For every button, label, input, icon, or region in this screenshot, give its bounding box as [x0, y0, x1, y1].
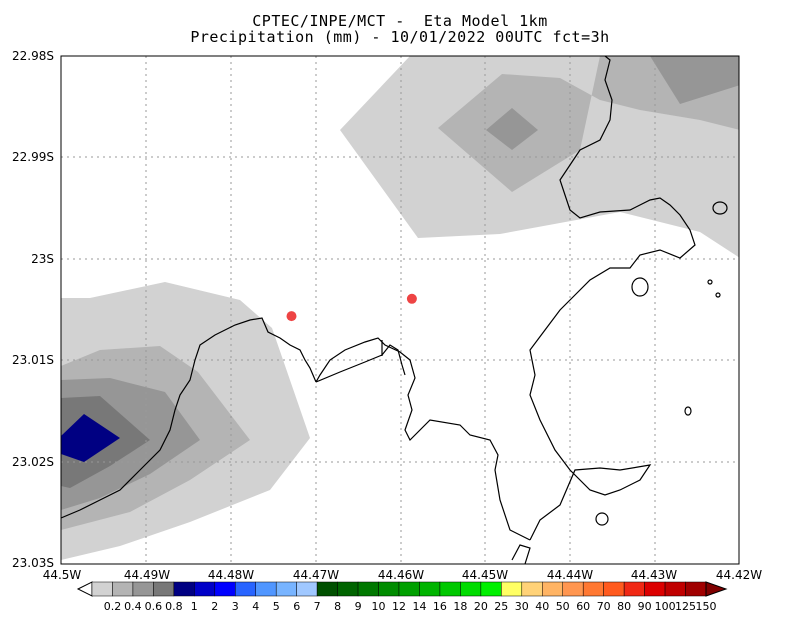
- colorbar-box: [214, 581, 236, 597]
- colorbar-box: [582, 581, 604, 597]
- colorbar-box: [173, 581, 195, 597]
- colorbar-label: 18: [453, 600, 468, 613]
- colorbar-box: [562, 581, 584, 597]
- colorbar-box: [439, 581, 461, 597]
- colorbar-label: 3: [231, 600, 239, 613]
- colorbar-box: [480, 581, 502, 597]
- y-tick-label: 23S: [31, 252, 54, 266]
- colorbar-label: 14: [412, 600, 427, 613]
- colorbar-box: [132, 581, 154, 597]
- colorbar-box: [419, 581, 441, 597]
- station-marker-1[interactable]: [286, 311, 297, 322]
- colorbar-box: [603, 581, 625, 597]
- x-tick-label: 44.43W: [630, 568, 678, 582]
- colorbar-label: 6: [293, 600, 301, 613]
- colorbar-label: 90: [637, 600, 652, 613]
- x-tick-label: 44.45W: [461, 568, 509, 582]
- colorbar-arrow-right: [705, 581, 728, 597]
- colorbar-box: [91, 581, 113, 597]
- colorbar-label: 1: [190, 600, 198, 613]
- colorbar-box: [644, 581, 666, 597]
- colorbar-box: [194, 581, 216, 597]
- y-tick-label: 22.99S: [12, 150, 54, 164]
- colorbar-box: [542, 581, 563, 597]
- precip-contour-1-lower: [61, 414, 120, 462]
- colorbar-label: 12: [392, 600, 406, 613]
- colorbar-box: [337, 581, 359, 597]
- colorbar-box: [255, 581, 277, 597]
- x-tick-label: 44.42W: [715, 568, 763, 582]
- map-subtitle: Precipitation (mm) - 10/01/2022 00UTC fc…: [190, 28, 610, 46]
- colorbar-label: 10: [371, 600, 386, 613]
- colorbar-label: 4: [252, 600, 260, 613]
- precip-contour-0.6b: [650, 56, 739, 104]
- y-tick-label: 23.03S: [12, 556, 54, 570]
- x-tick-label: 44.5W: [42, 568, 82, 582]
- colorbar-box: [316, 581, 338, 597]
- colorbar-label: 0.6: [144, 600, 163, 613]
- colorbar-label: 25: [494, 600, 509, 613]
- colorbar-label: 100: [654, 600, 676, 613]
- colorbar-label: 16: [432, 600, 447, 613]
- colorbar-label: 5: [272, 600, 280, 613]
- colorbar-label: 2: [211, 600, 219, 613]
- x-tick-label: 44.49W: [123, 568, 171, 582]
- y-tick-label: 23.02S: [12, 455, 54, 469]
- colorbar-box: [501, 581, 523, 597]
- colorbar-label: 40: [535, 600, 550, 613]
- coastline: [61, 56, 728, 564]
- x-tick-label: 44.47W: [292, 568, 340, 582]
- colorbar-box: [357, 581, 379, 597]
- colorbar-label: 125: [675, 600, 696, 613]
- graticule: [61, 56, 739, 564]
- precip-contour-0.6: [486, 108, 538, 150]
- colorbar-label: 60: [576, 600, 591, 613]
- colorbar-label: 30: [514, 600, 529, 613]
- colorbar: [76, 581, 728, 597]
- colorbar-label: 9: [354, 600, 362, 613]
- map-title: CPTEC/INPE/MCT - Eta Model 1km: [252, 12, 548, 30]
- colorbar-label: 7: [313, 600, 321, 613]
- colorbar-label: 0.8: [165, 600, 183, 613]
- colorbar-box: [521, 581, 543, 597]
- colorbar-label: 80: [617, 600, 632, 613]
- colorbar-label: 0.4: [124, 600, 142, 613]
- colorbar-arrow-left: [76, 581, 93, 597]
- colorbar-label: 70: [596, 600, 611, 613]
- colorbar-box: [378, 581, 400, 597]
- colorbar-box: [398, 581, 420, 597]
- precipitation-field: [61, 56, 739, 560]
- colorbar-label: 150: [695, 600, 717, 613]
- colorbar-box: [153, 581, 175, 597]
- plot-frame: [60, 55, 740, 565]
- colorbar-box: [235, 581, 256, 597]
- colorbar-label: 8: [334, 600, 342, 613]
- colorbar-box: [112, 581, 134, 597]
- x-tick-label: 44.48W: [207, 568, 255, 582]
- y-tick-label: 22.98S: [12, 49, 54, 63]
- colorbar-box: [296, 581, 318, 597]
- colorbar-box: [664, 581, 686, 597]
- x-tick-label: 44.44W: [546, 568, 594, 582]
- colorbar-box: [623, 581, 645, 597]
- x-tick-label: 44.46W: [377, 568, 425, 582]
- colorbar-label: 0.2: [103, 600, 122, 613]
- colorbar-box: [685, 581, 707, 597]
- colorbar-box: [460, 581, 482, 597]
- colorbar-label: 50: [555, 600, 570, 613]
- precip-contour-0.4: [438, 56, 739, 192]
- station-marker-2[interactable]: [406, 293, 417, 304]
- y-tick-label: 23.01S: [12, 353, 54, 367]
- colorbar-label: 20: [473, 600, 488, 613]
- colorbar-box: [275, 581, 297, 597]
